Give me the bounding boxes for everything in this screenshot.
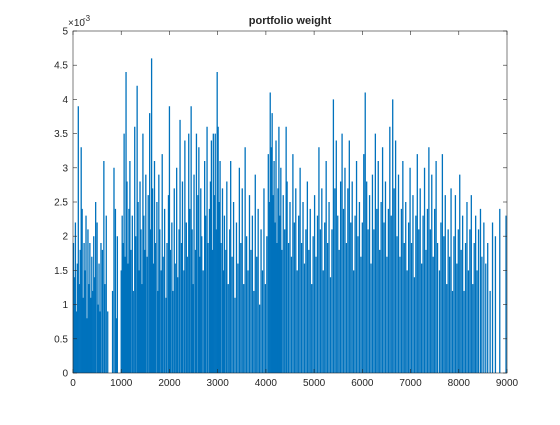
y-tick-label-3: 1.5 (54, 266, 68, 277)
chart-title: portfolio weight (249, 15, 332, 27)
x-tick-label-2: 2000 (158, 378, 181, 389)
x-tick-label-8: 8000 (448, 378, 471, 389)
x-tick-label-0: 0 (70, 378, 76, 389)
y-tick-label-4: 2 (62, 232, 68, 243)
x-tick-label-3: 3000 (207, 378, 230, 389)
y-tick-label-5: 2.5 (54, 198, 68, 209)
x-tick-label-4: 4000 (255, 378, 278, 389)
y-exponent-power: -3 (83, 14, 91, 23)
y-tick-label-1: 0.5 (54, 334, 68, 345)
y-tick-label-8: 4 (62, 95, 68, 106)
x-tick-label-5: 5000 (303, 378, 326, 389)
y-tick-label-7: 3.5 (54, 129, 68, 140)
y-tick-label-6: 3 (62, 163, 68, 174)
y-tick-label-9: 4.5 (54, 61, 68, 72)
y-tick-label-0: 0 (62, 369, 68, 380)
y-tick-label-2: 1 (62, 300, 68, 311)
x-tick-label-9: 9000 (496, 378, 519, 389)
x-tick-label-1: 1000 (110, 378, 133, 389)
x-tick-label-6: 6000 (351, 378, 374, 389)
x-tick-label-7: 7000 (399, 378, 422, 389)
